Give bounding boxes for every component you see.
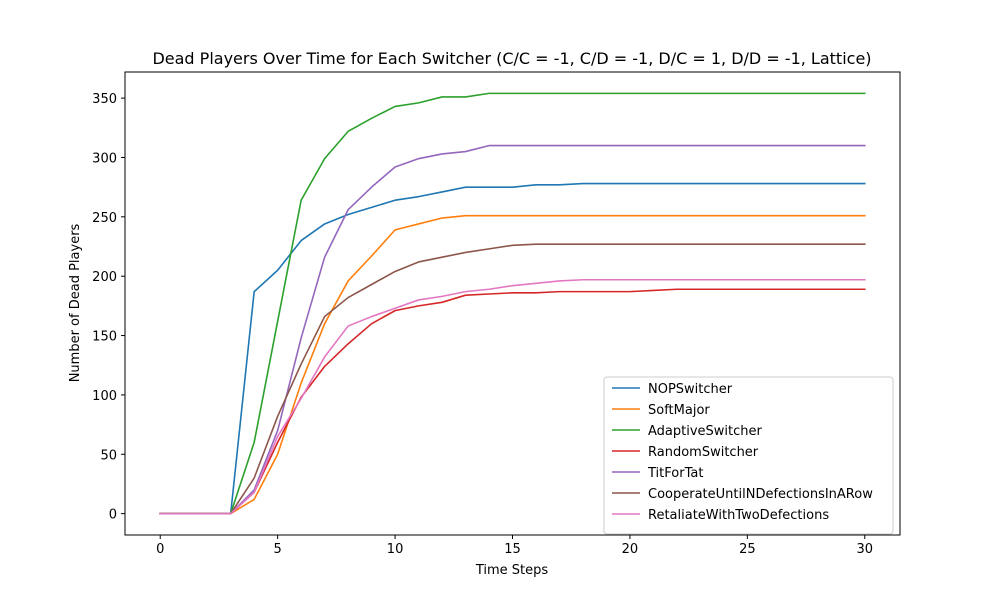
x-tick-label: 20 — [622, 542, 639, 557]
legend-box — [603, 376, 894, 535]
series-line-6 — [159, 278, 866, 515]
series-line-4 — [159, 144, 866, 515]
y-tick-label: 100 — [92, 389, 117, 404]
chart-title: Dead Players Over Time for Each Switcher… — [152, 49, 871, 68]
series-line-3 — [159, 288, 866, 515]
y-tick-label: 250 — [92, 211, 117, 226]
x-axis-ticks: 0 5 10 15 20 25 30 — [156, 535, 873, 557]
legend-label: RandomSwitcher — [648, 445, 759, 460]
legend-label: NOPSwitcher — [648, 382, 733, 397]
x-tick-label: 15 — [504, 542, 521, 557]
x-tick-label: 5 — [274, 542, 282, 557]
legend-label: CooperateUntilNDefectionsInARow — [648, 487, 873, 502]
series-line-1 — [159, 214, 866, 515]
legend-label: SoftMajor — [648, 403, 710, 418]
x-tick-label: 30 — [856, 542, 873, 557]
legend-label: TitForTat — [647, 466, 703, 481]
series-line-5 — [159, 243, 866, 515]
y-tick-label: 300 — [92, 151, 117, 166]
y-axis-label: Number of Dead Players — [68, 223, 83, 382]
series-line-0 — [159, 182, 866, 515]
y-tick-label: 200 — [92, 270, 117, 285]
legend-label: RetaliateWithTwoDefections — [648, 508, 829, 523]
series-layer — [159, 92, 866, 515]
series-line-2 — [159, 92, 866, 515]
legend: NOPSwitcher SoftMajor AdaptiveSwitcher Rand… — [603, 376, 894, 535]
y-tick-label: 350 — [92, 92, 117, 107]
x-tick-label: 0 — [156, 542, 164, 557]
x-tick-label: 10 — [387, 542, 404, 557]
x-axis-label: Time Steps — [475, 563, 549, 578]
y-tick-label: 150 — [92, 330, 117, 345]
y-tick-label: 0 — [109, 508, 117, 523]
y-tick-label: 50 — [100, 448, 117, 463]
y-axis-ticks: 0 50 100 150 200 250 300 350 — [92, 92, 125, 523]
legend-label: AdaptiveSwitcher — [648, 424, 763, 439]
x-tick-label: 25 — [739, 542, 756, 557]
